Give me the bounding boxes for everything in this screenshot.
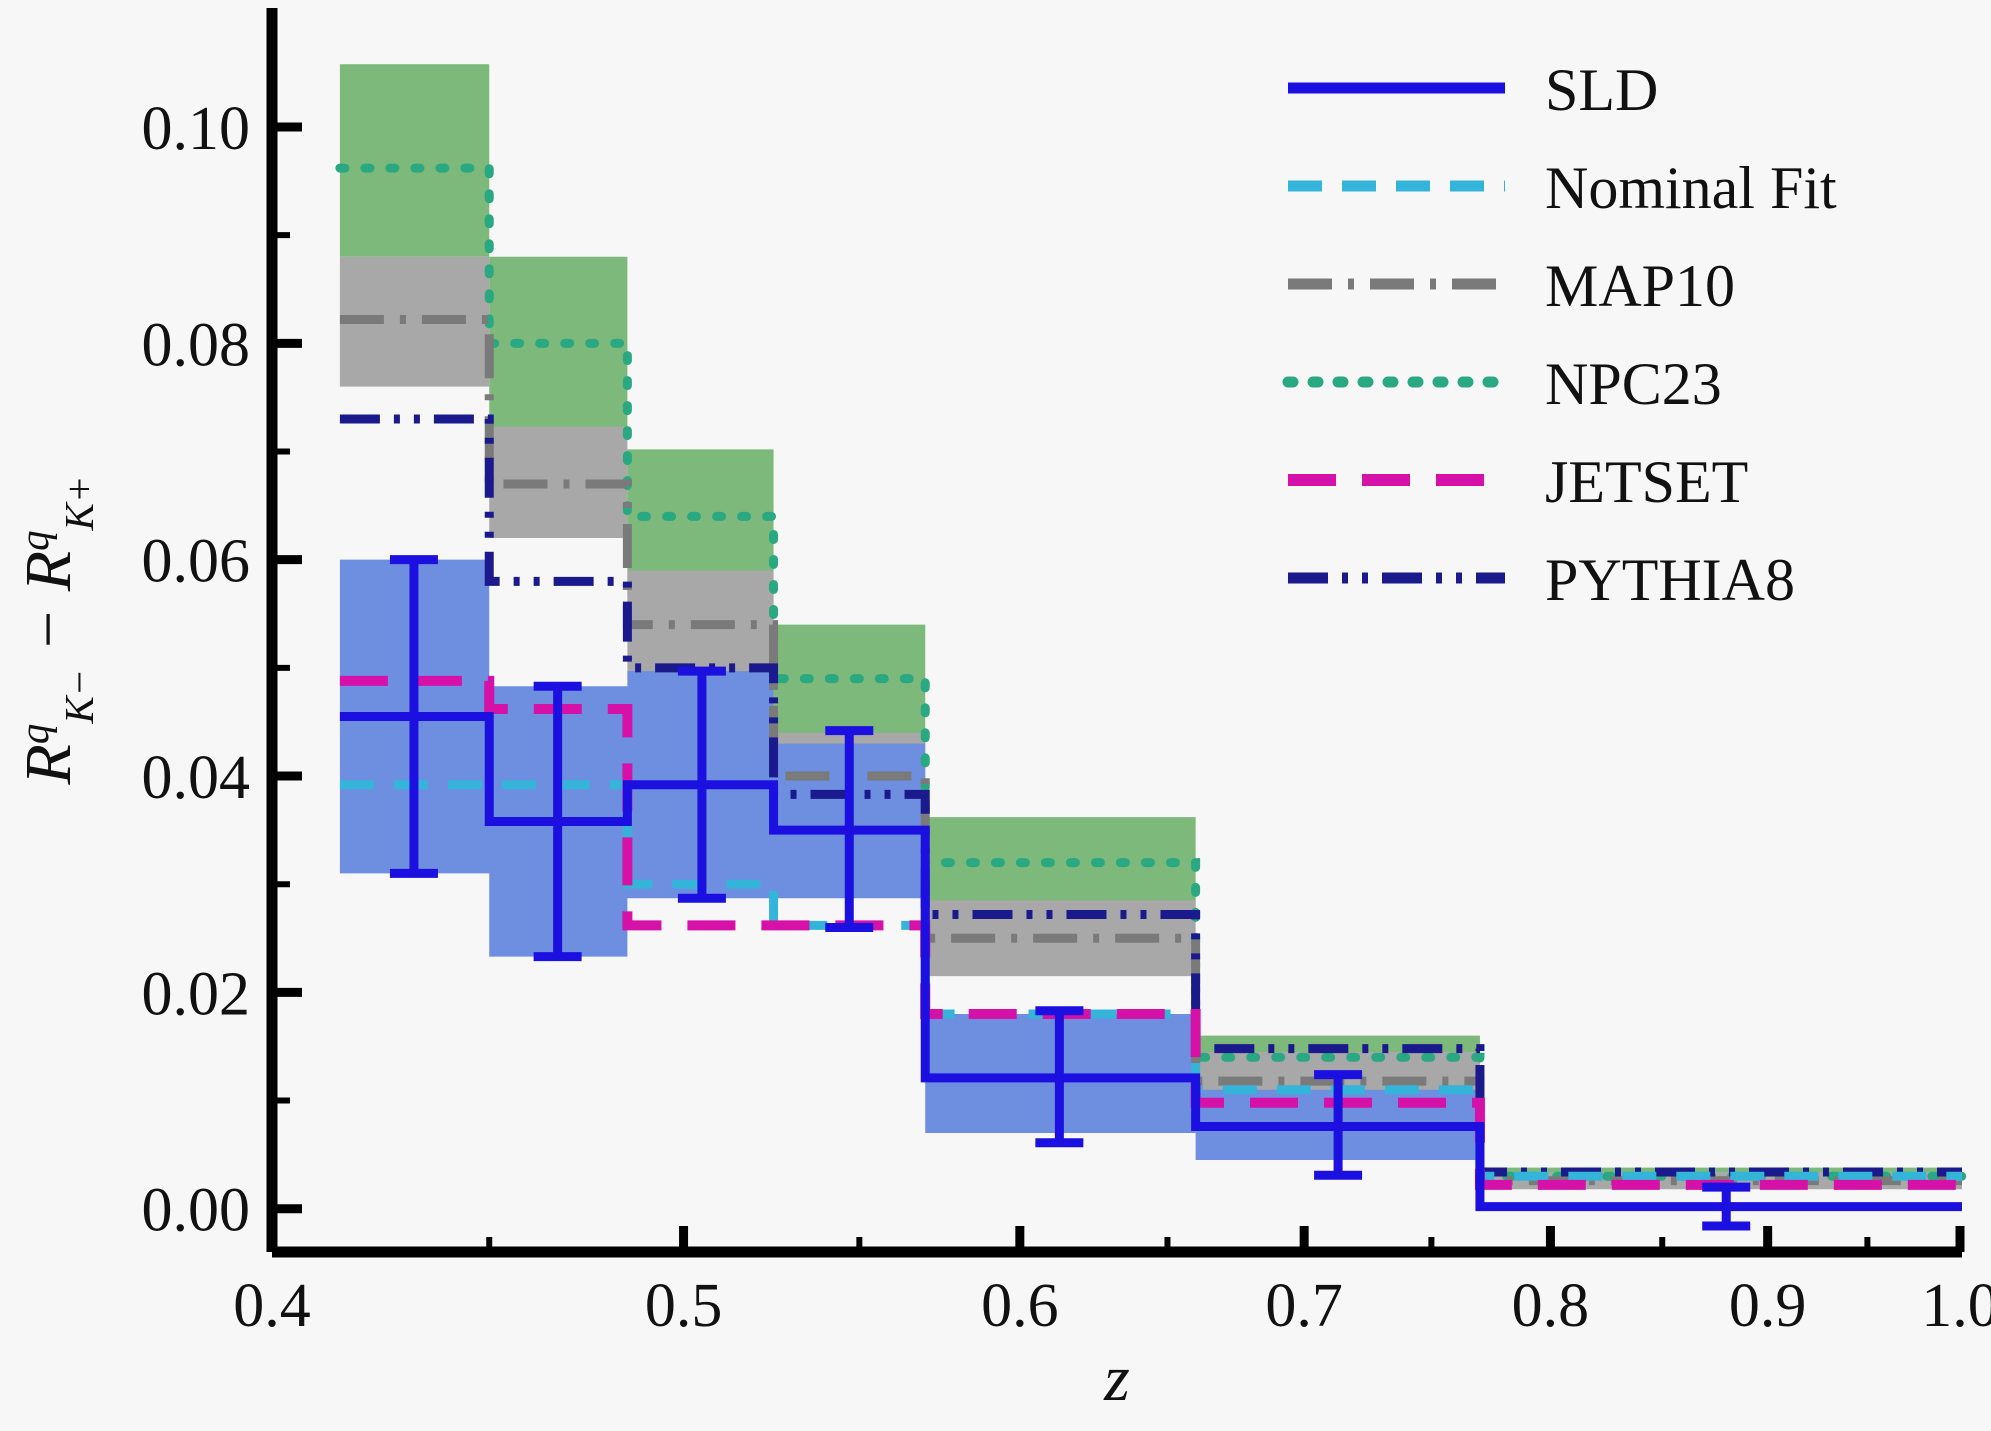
y-axis-title: RqK− − RqK+: [12, 476, 102, 786]
legend: SLD Nominal Fit MAP10 NPC23 JETSET PYTHIA8: [1282, 57, 1837, 613]
legend-label-npc23: NPC23: [1545, 351, 1722, 417]
sld-errorbars-group: [389, 555, 1751, 1231]
y-tick-label: 0.00: [142, 1177, 251, 1245]
axis-titles-group: z RqK− − RqK+: [12, 476, 1130, 1415]
y-tick-label: 0.04: [142, 744, 251, 812]
y-tick-label: 0.06: [142, 528, 251, 596]
y-axis-ticks-group: 0.00 0.02 0.04 0.06 0.08 0.10: [142, 95, 302, 1245]
uncertainty-bands-group: [339, 64, 1962, 1209]
legend-label-nominal-fit: Nominal Fit: [1545, 155, 1837, 221]
legend-label-map10: MAP10: [1545, 253, 1735, 319]
legend-label-pythia8: PYTHIA8: [1545, 547, 1795, 613]
curve-npc23: [335, 163, 1967, 1181]
x-tick-label: 0.6: [981, 1272, 1059, 1340]
x-tick-label: 0.9: [1729, 1272, 1807, 1340]
x-tick-label: 0.8: [1512, 1272, 1590, 1340]
x-tick-label: 0.5: [645, 1272, 723, 1340]
x-tick-label: 0.4: [233, 1272, 311, 1340]
x-axis-title: z: [1103, 1342, 1130, 1415]
x-tick-label: 1.0: [1921, 1272, 1991, 1340]
legend-label-sld: SLD: [1545, 57, 1658, 123]
axes-group: [266, 8, 1962, 1258]
y-tick-label: 0.08: [142, 311, 251, 379]
y-tick-label: 0.02: [142, 960, 251, 1028]
band-sld: [339, 559, 1962, 1209]
legend-label-jetset: JETSET: [1545, 449, 1748, 515]
y-tick-label: 0.10: [142, 95, 251, 163]
x-tick-label: 0.7: [1265, 1272, 1343, 1340]
x-axis-ticks-group: 0.4 0.5 0.6 0.7 0.8 0.9 1.0: [233, 1226, 1991, 1340]
